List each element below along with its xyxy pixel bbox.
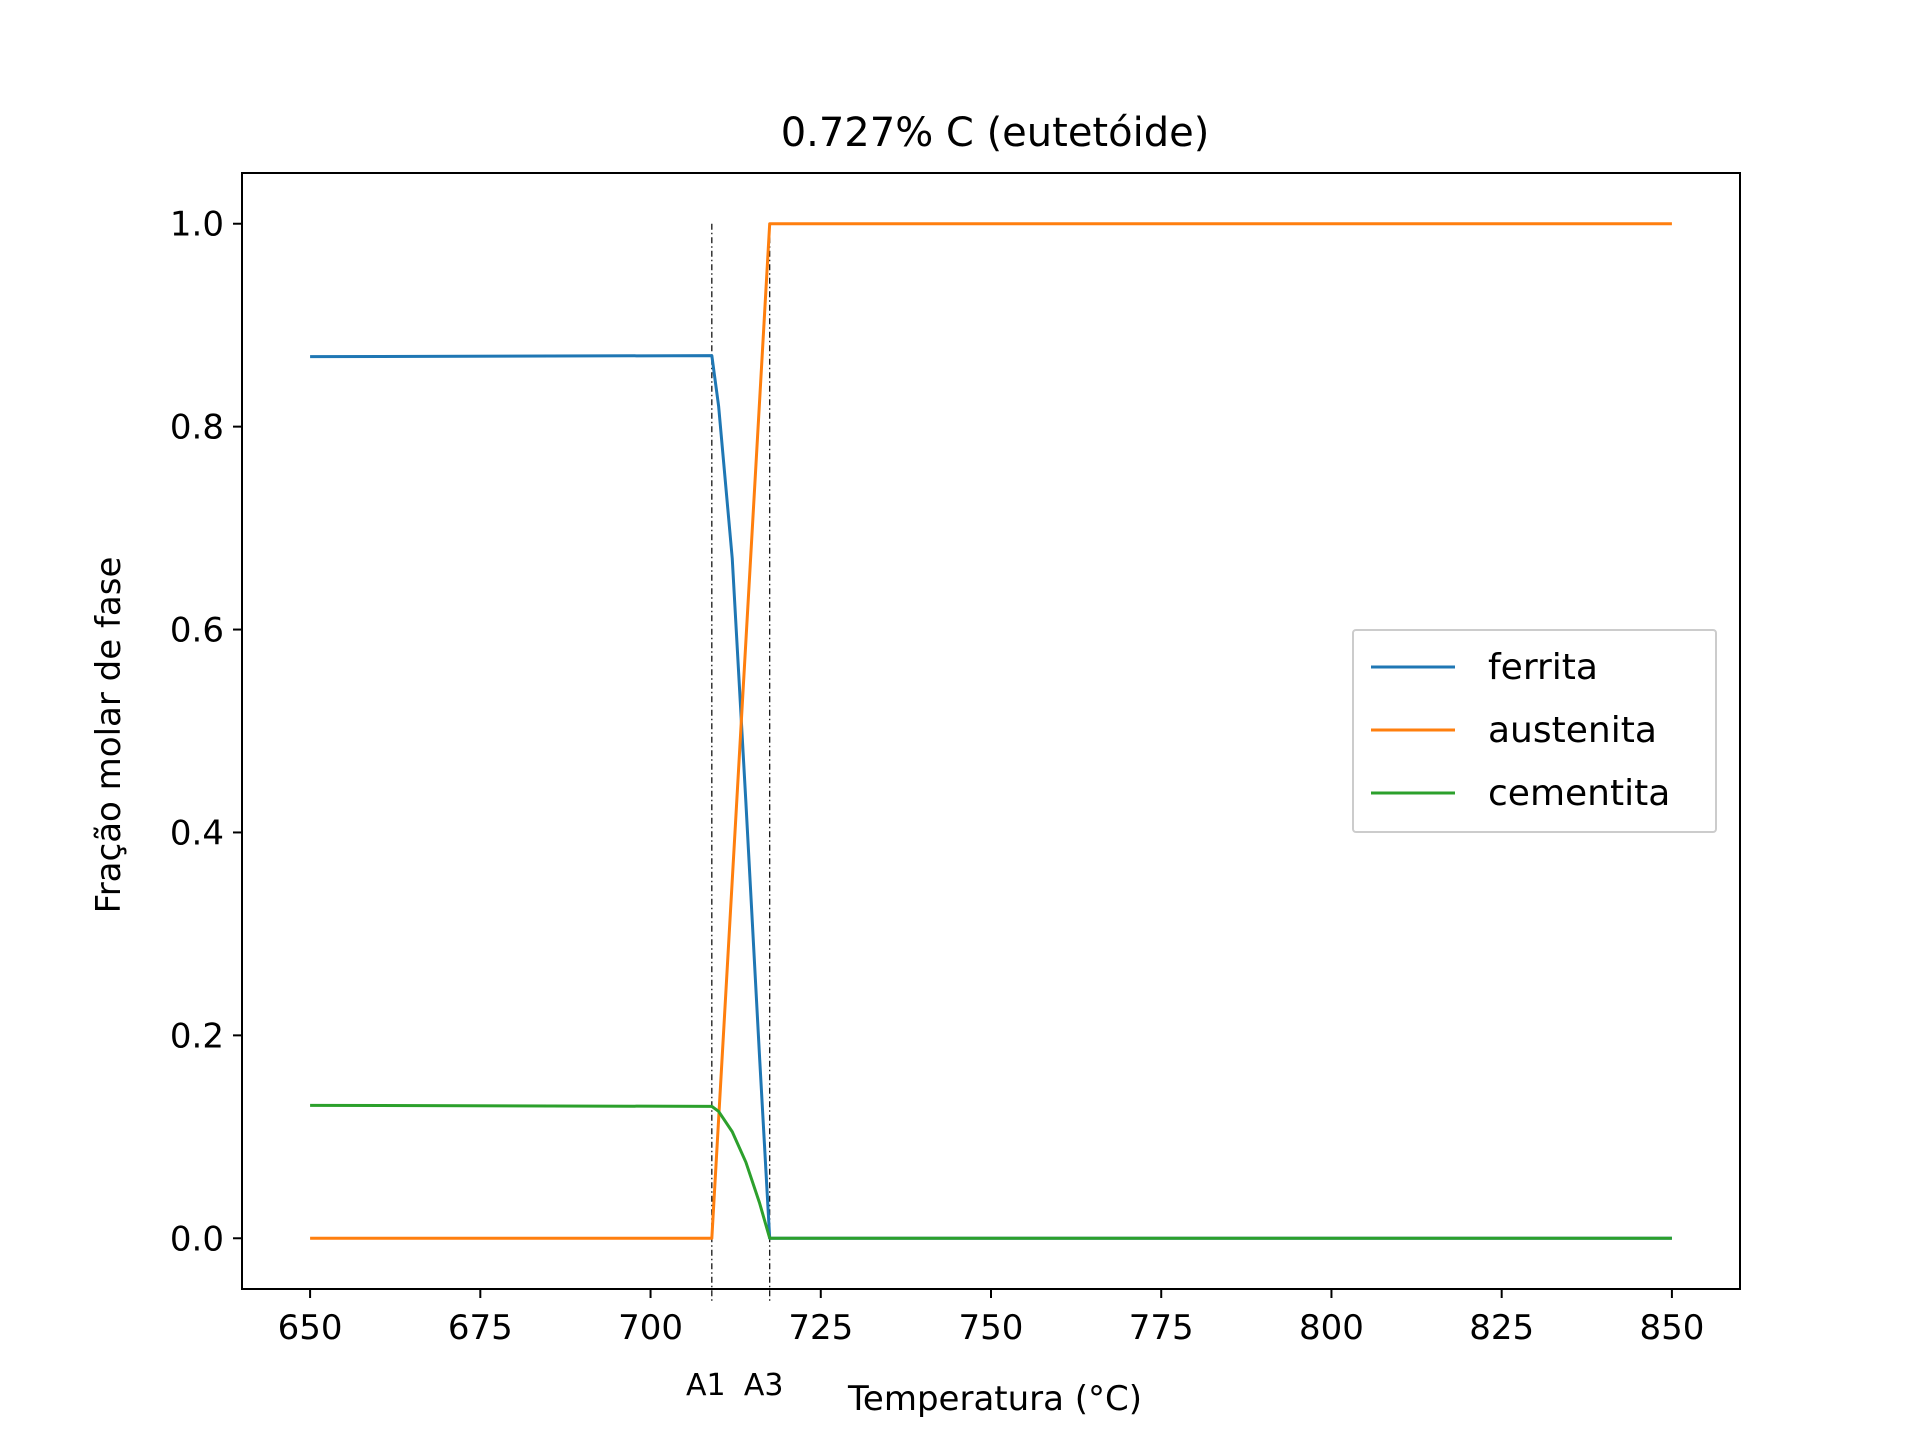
- legend-label-austenita: austenita: [1488, 710, 1657, 751]
- legend-label-ferrita: ferrita: [1488, 647, 1598, 688]
- y-tick-label: 1.0: [170, 205, 224, 245]
- plot-layer: 650 675 700 725 750 775 800 825 850 0.0 0.2 0.4 0.6 0…: [170, 172, 1741, 1403]
- series-line-austenita: [310, 222, 1672, 1240]
- y-tick-label: 0.8: [170, 408, 224, 448]
- y-tick-label: 0.6: [170, 611, 224, 651]
- x-tick-label: 750: [959, 1308, 1024, 1348]
- series-line-cementita: [310, 1103, 1672, 1240]
- x-tick-label: 850: [1639, 1308, 1704, 1348]
- x-tick-label: 725: [788, 1308, 853, 1348]
- y-tick-label: 0.2: [170, 1016, 224, 1056]
- chart-title: 0.727% C (eutetóide): [781, 110, 1210, 156]
- x-tick-label: 675: [448, 1308, 513, 1348]
- y-axis-label: Fração molar de fase: [89, 557, 129, 914]
- reference-label-a3: A3: [744, 1368, 784, 1403]
- axes-frame: [241, 172, 1741, 1290]
- reference-label-a1: A1: [686, 1368, 726, 1403]
- x-tick-label: 700: [618, 1308, 683, 1348]
- x-tick-label: 825: [1469, 1308, 1534, 1348]
- legend-box: [1352, 629, 1717, 833]
- x-tick-label: 800: [1299, 1308, 1364, 1348]
- legend-label-cementita: cementita: [1488, 773, 1670, 814]
- x-axis-label: Temperatura (°C): [847, 1379, 1142, 1419]
- x-tick-label: 650: [278, 1308, 343, 1348]
- y-axis-label-group: Fração molar de fase: [89, 557, 129, 914]
- y-tick-label: 0.4: [170, 813, 224, 853]
- y-tick-label: 0.0: [170, 1219, 224, 1259]
- legend: ferrita austenita cementita: [1352, 629, 1717, 833]
- x-tick-label: 775: [1129, 1308, 1194, 1348]
